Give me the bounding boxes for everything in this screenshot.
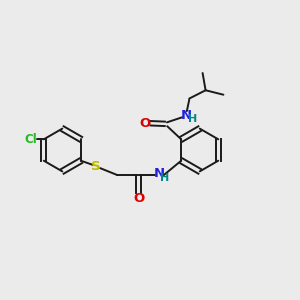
Text: N: N — [154, 167, 165, 180]
Text: H: H — [188, 114, 197, 124]
Text: H: H — [160, 172, 169, 183]
Text: O: O — [140, 117, 151, 130]
Text: O: O — [133, 192, 144, 205]
Text: N: N — [181, 109, 192, 122]
Text: Cl: Cl — [24, 133, 37, 146]
Text: S: S — [92, 160, 101, 172]
